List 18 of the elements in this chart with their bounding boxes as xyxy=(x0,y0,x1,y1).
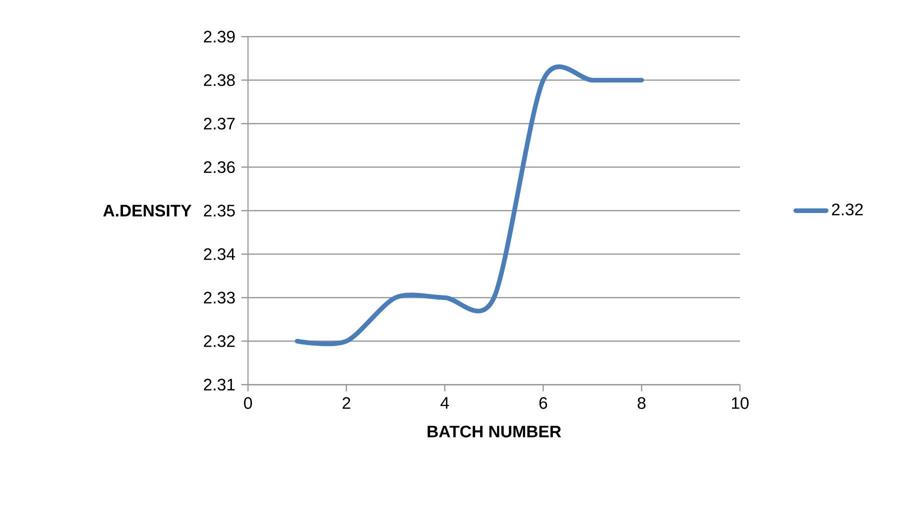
x-tick-label: 6 xyxy=(539,397,548,409)
x-tick-label: 10 xyxy=(732,397,749,409)
y-tick-label: 2.38 xyxy=(204,74,235,86)
x-axis-title: BATCH NUMBER xyxy=(428,426,562,438)
y-axis-title: A.DENSITY xyxy=(103,204,192,217)
y-tick-label: 2.39 xyxy=(204,30,235,43)
x-tick-label: 8 xyxy=(638,397,646,409)
x-tick-label: 0 xyxy=(244,397,252,409)
x-tick-label: 4 xyxy=(440,397,449,409)
y-tick-label: 2.37 xyxy=(204,118,235,130)
y-tick-label: 2.31 xyxy=(204,378,235,391)
y-tick-label: 2.33 xyxy=(204,292,235,304)
x-tick-label: 2 xyxy=(342,397,350,409)
y-tick-label: 2.34 xyxy=(204,248,236,260)
y-tick-label: 2.35 xyxy=(204,204,235,217)
legend-label: 2.32 xyxy=(832,204,863,216)
y-tick-label: 2.36 xyxy=(204,161,235,174)
y-tick-label: 2.32 xyxy=(204,335,235,348)
